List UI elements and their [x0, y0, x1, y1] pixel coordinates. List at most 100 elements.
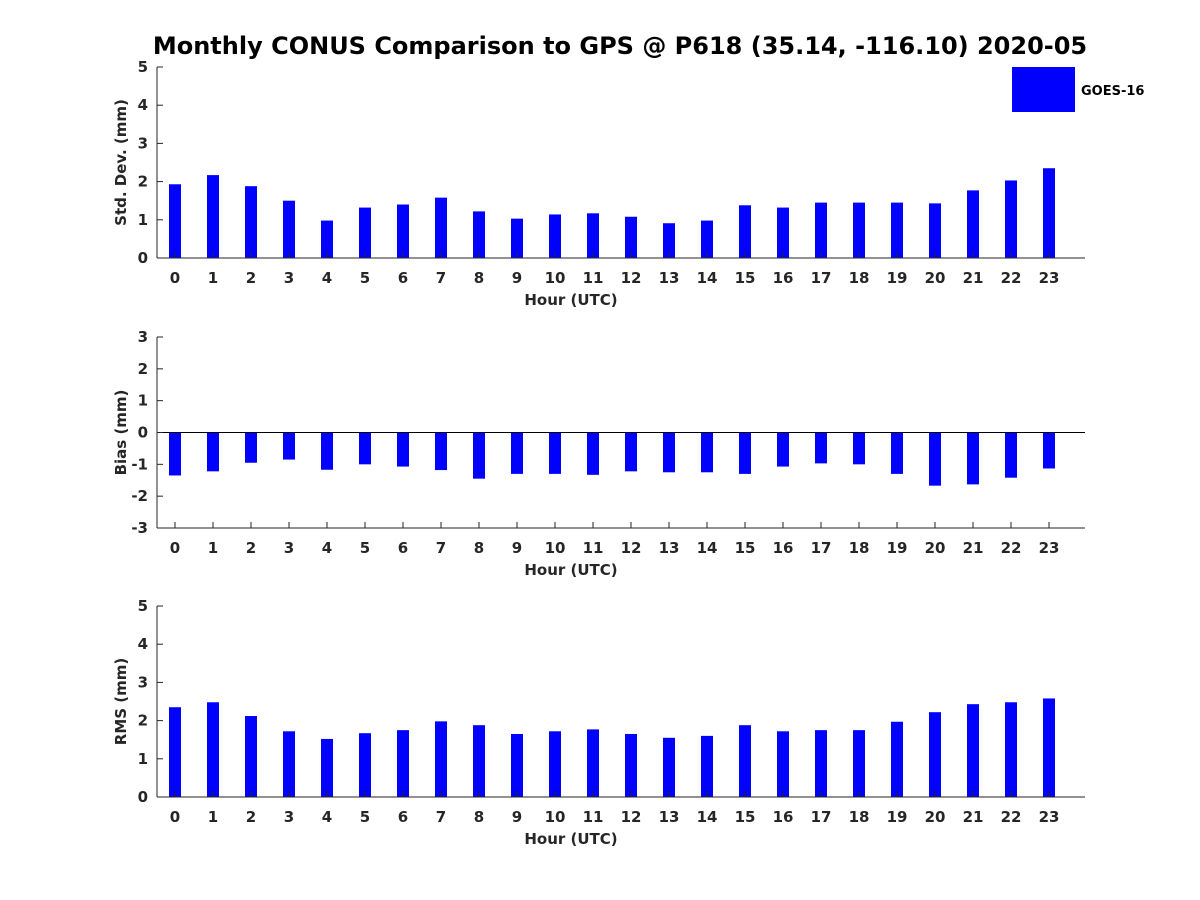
y-tick-label: 4: [138, 635, 148, 653]
x-tick-label: 17: [811, 808, 832, 826]
x-tick-label: 12: [621, 539, 642, 557]
bar: [1005, 702, 1017, 797]
bar: [815, 432, 827, 464]
bar: [967, 190, 979, 258]
bar: [207, 175, 219, 258]
y-tick-label: 5: [138, 597, 148, 615]
y-tick-label: 0: [138, 424, 148, 442]
x-tick-label: 4: [322, 808, 332, 826]
x-tick-label: 13: [659, 808, 680, 826]
x-axis-label: Hour (UTC): [524, 830, 617, 848]
y-tick-label: 0: [138, 249, 148, 267]
bar: [967, 432, 979, 485]
x-tick-label: 10: [545, 539, 566, 557]
bar: [929, 712, 941, 797]
x-tick-label: 16: [773, 808, 794, 826]
bar: [473, 725, 485, 797]
x-tick-label: 11: [583, 539, 604, 557]
bar: [359, 432, 371, 465]
y-tick-label: 1: [138, 211, 148, 229]
bar: [1043, 432, 1055, 469]
x-tick-label: 1: [208, 269, 218, 287]
bar: [777, 207, 789, 258]
y-tick-label: 1: [138, 392, 148, 410]
x-tick-label: 22: [1001, 808, 1022, 826]
bar: [967, 704, 979, 797]
x-tick-label: 5: [360, 808, 370, 826]
x-tick-label: 10: [545, 269, 566, 287]
x-tick-label: 18: [849, 269, 870, 287]
y-axis-label: RMS (mm): [112, 658, 130, 745]
bar: [663, 432, 675, 473]
x-tick-label: 21: [963, 808, 984, 826]
bar: [283, 432, 295, 460]
x-axis-label: Hour (UTC): [524, 291, 617, 309]
bar: [169, 184, 181, 258]
y-tick-label: -3: [131, 519, 148, 537]
x-tick-label: 17: [811, 269, 832, 287]
x-tick-label: 12: [621, 808, 642, 826]
x-tick-label: 21: [963, 539, 984, 557]
bar: [511, 218, 523, 258]
x-tick-label: 20: [925, 808, 946, 826]
y-tick-label: -2: [131, 487, 148, 505]
x-tick-label: 0: [170, 539, 180, 557]
x-tick-label: 7: [436, 808, 446, 826]
x-tick-label: 20: [925, 269, 946, 287]
x-tick-label: 5: [360, 269, 370, 287]
x-tick-label: 3: [284, 269, 294, 287]
x-tick-label: 14: [697, 269, 718, 287]
x-tick-label: 4: [322, 539, 332, 557]
x-tick-label: 8: [474, 539, 484, 557]
x-tick-label: 21: [963, 269, 984, 287]
x-tick-label: 1: [208, 808, 218, 826]
bar: [853, 730, 865, 797]
x-tick-label: 0: [170, 269, 180, 287]
x-tick-label: 7: [436, 539, 446, 557]
bar: [853, 202, 865, 258]
bar: [207, 432, 219, 472]
x-tick-label: 2: [246, 539, 256, 557]
x-tick-label: 9: [512, 539, 522, 557]
x-tick-label: 1: [208, 539, 218, 557]
x-tick-label: 8: [474, 269, 484, 287]
x-tick-label: 13: [659, 539, 680, 557]
bar: [625, 432, 637, 472]
bar: [1005, 180, 1017, 258]
bar: [245, 186, 257, 258]
x-tick-label: 7: [436, 269, 446, 287]
y-axis-label: Std. Dev. (mm): [112, 99, 130, 226]
y-tick-label: 3: [138, 673, 148, 691]
bar: [549, 432, 561, 474]
y-tick-label: 2: [138, 173, 148, 191]
bar: [473, 211, 485, 258]
x-tick-label: 23: [1039, 539, 1060, 557]
bar: [473, 432, 485, 479]
bar: [397, 432, 409, 467]
x-tick-label: 19: [887, 808, 908, 826]
bar: [739, 432, 751, 474]
bar: [891, 202, 903, 258]
bar: [549, 214, 561, 258]
bar: [397, 204, 409, 258]
y-tick-label: 1: [138, 750, 148, 768]
x-tick-label: 6: [398, 269, 408, 287]
x-tick-label: 13: [659, 269, 680, 287]
bar: [549, 731, 561, 797]
bar: [739, 725, 751, 797]
x-tick-label: 20: [925, 539, 946, 557]
bar: [169, 707, 181, 797]
x-tick-label: 22: [1001, 269, 1022, 287]
bar: [663, 737, 675, 797]
x-tick-label: 12: [621, 269, 642, 287]
bar: [359, 733, 371, 797]
chart-title: Monthly CONUS Comparison to GPS @ P618 (…: [153, 32, 1087, 60]
bar: [587, 432, 599, 475]
bar: [777, 731, 789, 797]
bar: [815, 202, 827, 258]
bar: [891, 432, 903, 474]
